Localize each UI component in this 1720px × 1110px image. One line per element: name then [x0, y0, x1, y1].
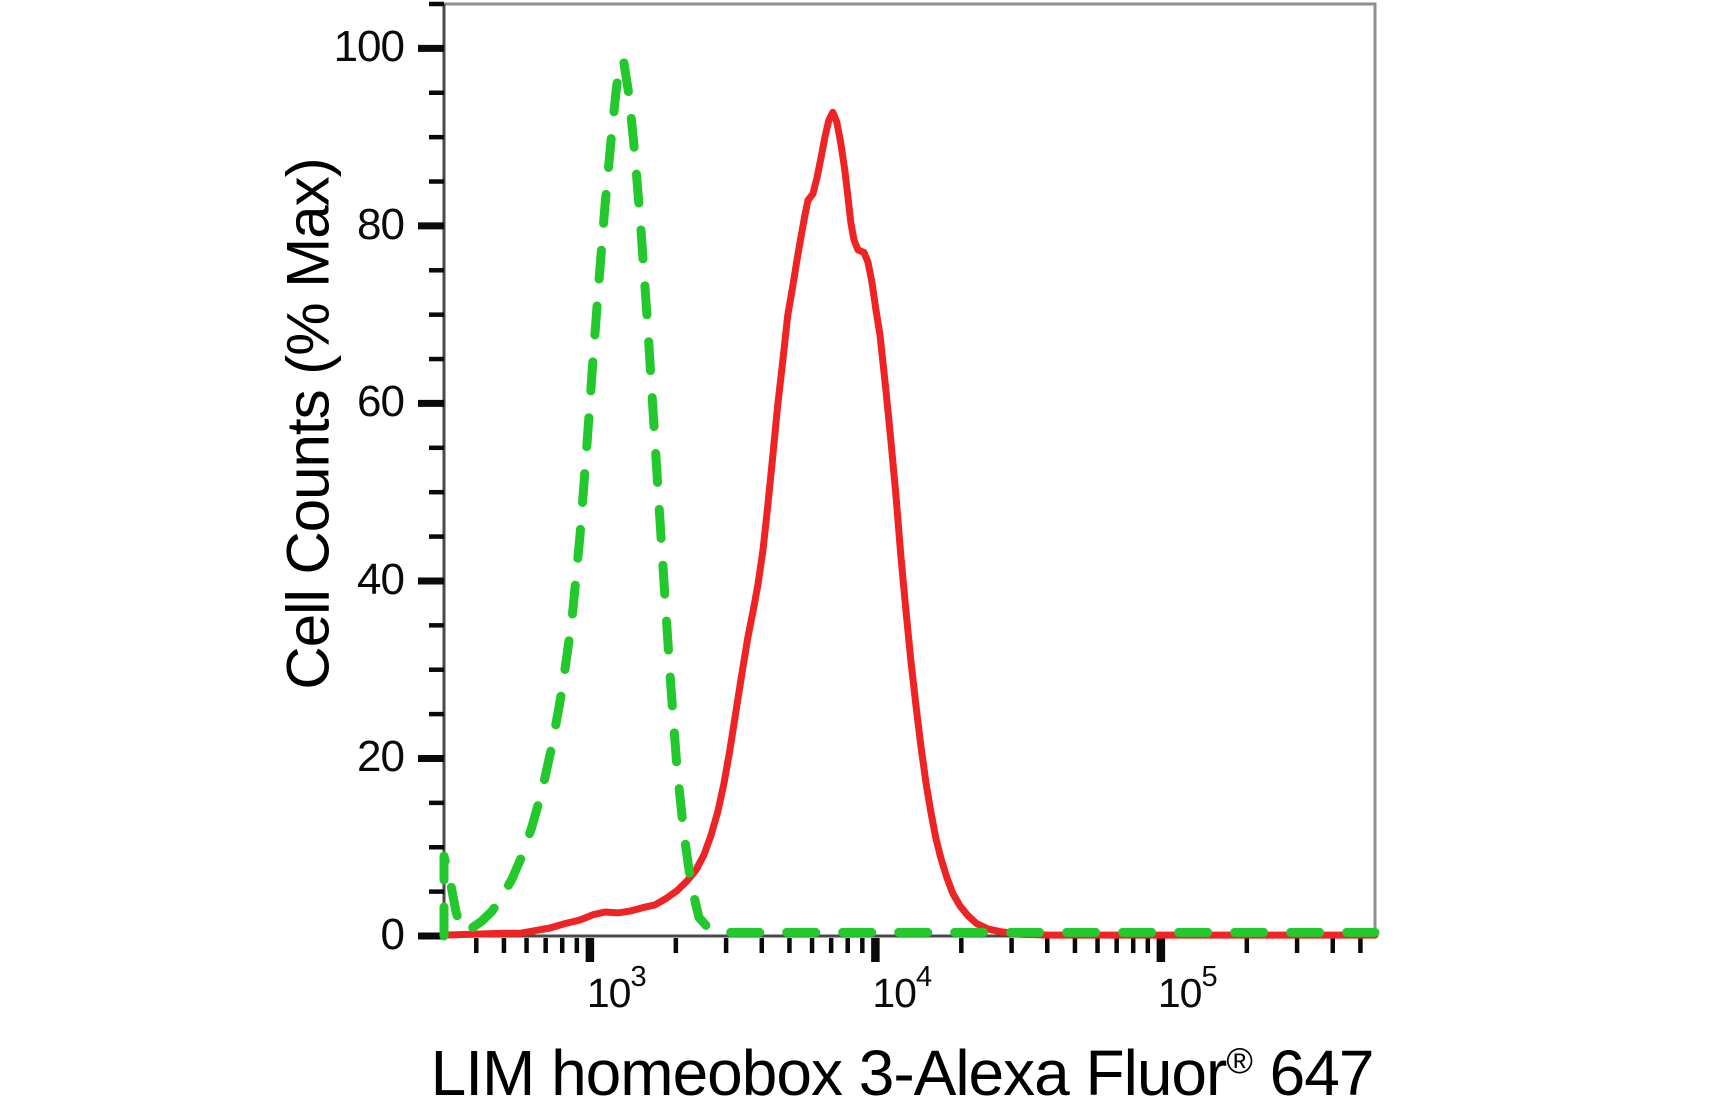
- axis-ticks: [418, 1, 1363, 962]
- sample-curve-red-solid: [440, 108, 1379, 939]
- control-curve-green-dashed: [439, 56, 1380, 941]
- plot-border-top-right: [444, 2, 1377, 936]
